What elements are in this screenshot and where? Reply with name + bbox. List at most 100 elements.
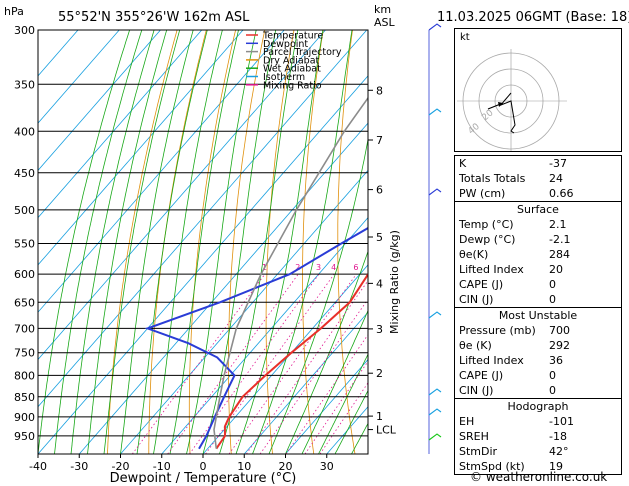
most-unstable-row: CAPE (J) 0 [459, 369, 556, 382]
isotherm-line [38, 30, 79, 77]
mixing-ratio-label: 2 [295, 263, 300, 272]
pressure-tick-label: 750 [14, 347, 35, 360]
asl-axis-label: ASL [374, 16, 396, 29]
legend-label: Wet Adiabat [263, 64, 321, 75]
dry-adiabat-line [148, 30, 207, 454]
hodograph-panel: kt 40 20 [454, 28, 622, 152]
pressure-tick-label: 650 [14, 296, 35, 309]
wet-adiabat-line [301, 309, 368, 454]
most-unstable-header: Most Unstable [455, 307, 621, 323]
isotherm-line [38, 30, 368, 408]
surface-row: θe(K) 284 [459, 248, 570, 261]
datetime-title: 11.03.2025 06GMT (Base: 18) [437, 10, 629, 25]
pressure-tick-label: 450 [14, 167, 35, 180]
x-tick-label: 30 [320, 460, 334, 473]
footer-credit[interactable]: © weatheronline.co.uk [470, 470, 608, 484]
legend-label: Parcel Trajectory [263, 47, 342, 58]
mixing-ratio-label: 3 [316, 263, 321, 272]
wind-barb [428, 433, 442, 441]
isotherm-line [161, 217, 368, 454]
isotherm-line [38, 30, 161, 171]
dry-adiabat-line [227, 30, 266, 454]
wind-barb [428, 408, 442, 416]
pressure-tick-label: 800 [14, 369, 35, 382]
isotherm-line [78, 122, 368, 454]
x-tick-label: 20 [279, 460, 293, 473]
parcel-trajectory-profile [213, 96, 368, 449]
index-row-pw: PW (cm) 0.66 [459, 187, 574, 200]
surface-row: CAPE (J) 0 [459, 278, 556, 291]
surface-row: CIN (J) 0 [459, 293, 556, 306]
hodograph-ring-label-20: 20 [480, 108, 495, 123]
wet-adiabat-line [103, 30, 181, 454]
dry-adiabat-line [405, 30, 438, 454]
isotherm-line [38, 30, 120, 124]
mixing-ratio-label: 8 [370, 263, 375, 272]
hodograph-row: SREH -18 [459, 430, 567, 443]
index-row-totals: Totals Totals 24 [459, 172, 563, 185]
km-tick-label: 5 [376, 231, 383, 244]
pressure-tick-label: 400 [14, 125, 35, 138]
most-unstable-row: θe (K) 292 [459, 339, 570, 352]
index-row-k: K -37 [459, 157, 567, 170]
pressure-tick-label: 300 [14, 24, 35, 37]
dewpoint-profile [144, 226, 368, 450]
wet-adiabat-line [54, 30, 143, 454]
pressure-tick-label: 600 [14, 268, 35, 281]
hodograph-kt-label: kt [460, 32, 470, 43]
isotherm-line [38, 30, 203, 219]
wind-barb [428, 108, 442, 116]
km-tick-label: 2 [376, 367, 383, 380]
isotherm-line [38, 30, 326, 361]
wet-adiabat-line [285, 250, 368, 454]
surface-row: Temp (°C) 2.1 [459, 218, 567, 231]
legend-label: Dewpoint [263, 39, 308, 50]
mixing-ratio-axis-label: Mixing Ratio (g/kg) [388, 230, 401, 334]
hodograph-row: EH -101 [459, 415, 574, 428]
wet-adiabat-line [318, 353, 368, 454]
surface-row: Lifted Index 20 [459, 263, 563, 276]
dry-adiabat-line [107, 30, 178, 454]
mixing-ratio-label: 6 [353, 263, 358, 272]
wind-barb [428, 388, 442, 396]
surface-row: Dewp (°C) -2.1 [459, 233, 571, 246]
km-tick-label: 8 [376, 84, 383, 97]
mixing-ratio-label: 25 [439, 263, 449, 272]
pressure-tick-label: 500 [14, 204, 35, 217]
wet-adiabat-line [202, 30, 277, 454]
km-tick-label: 6 [376, 184, 383, 197]
indices-panel: K -37 Totals Totals 24 PW (cm) 0.66 Surface… [454, 155, 622, 475]
wind-barb [428, 311, 442, 319]
x-tick-label: -10 [153, 460, 171, 473]
mixing-ratio-line [285, 333, 368, 454]
hodograph-row: StmSpd (kt) 19 [459, 460, 563, 473]
wet-adiabat-line [334, 389, 368, 454]
x-axis-label: Dewpoint / Temperature (°C) [110, 471, 297, 486]
wet-adiabat-line [70, 30, 155, 454]
most-unstable-row: Lifted Index 36 [459, 354, 563, 367]
km-tick-label: 7 [376, 134, 383, 147]
mixing-ratio-label: 4 [331, 263, 336, 272]
isotherm-line [243, 311, 368, 454]
x-tick-label: 10 [237, 460, 251, 473]
hodograph-table-header: Hodograph [455, 398, 621, 414]
isotherm-line [202, 264, 368, 454]
x-tick-label: -20 [112, 460, 130, 473]
km-tick-label: 1 [376, 410, 383, 423]
wind-barb [428, 23, 442, 31]
hpa-axis-label: hPa [4, 5, 24, 18]
legend-label: Dry Adiabat [263, 55, 320, 66]
wind-barb [428, 188, 442, 196]
x-tick-label: -40 [29, 460, 47, 473]
most-unstable-row: Pressure (mb) 700 [459, 324, 570, 337]
km-tick-label: 3 [376, 323, 383, 336]
x-tick-label: -30 [70, 460, 88, 473]
location-title: 55°52'N 355°26'W 162m ASL [58, 10, 250, 25]
hodograph-row: StmDir 42° [459, 445, 569, 458]
km-axis-label: km [374, 3, 391, 16]
legend-label: Isotherm [263, 72, 305, 83]
pressure-tick-label: 950 [14, 430, 35, 443]
pressure-tick-label: 350 [14, 78, 35, 91]
